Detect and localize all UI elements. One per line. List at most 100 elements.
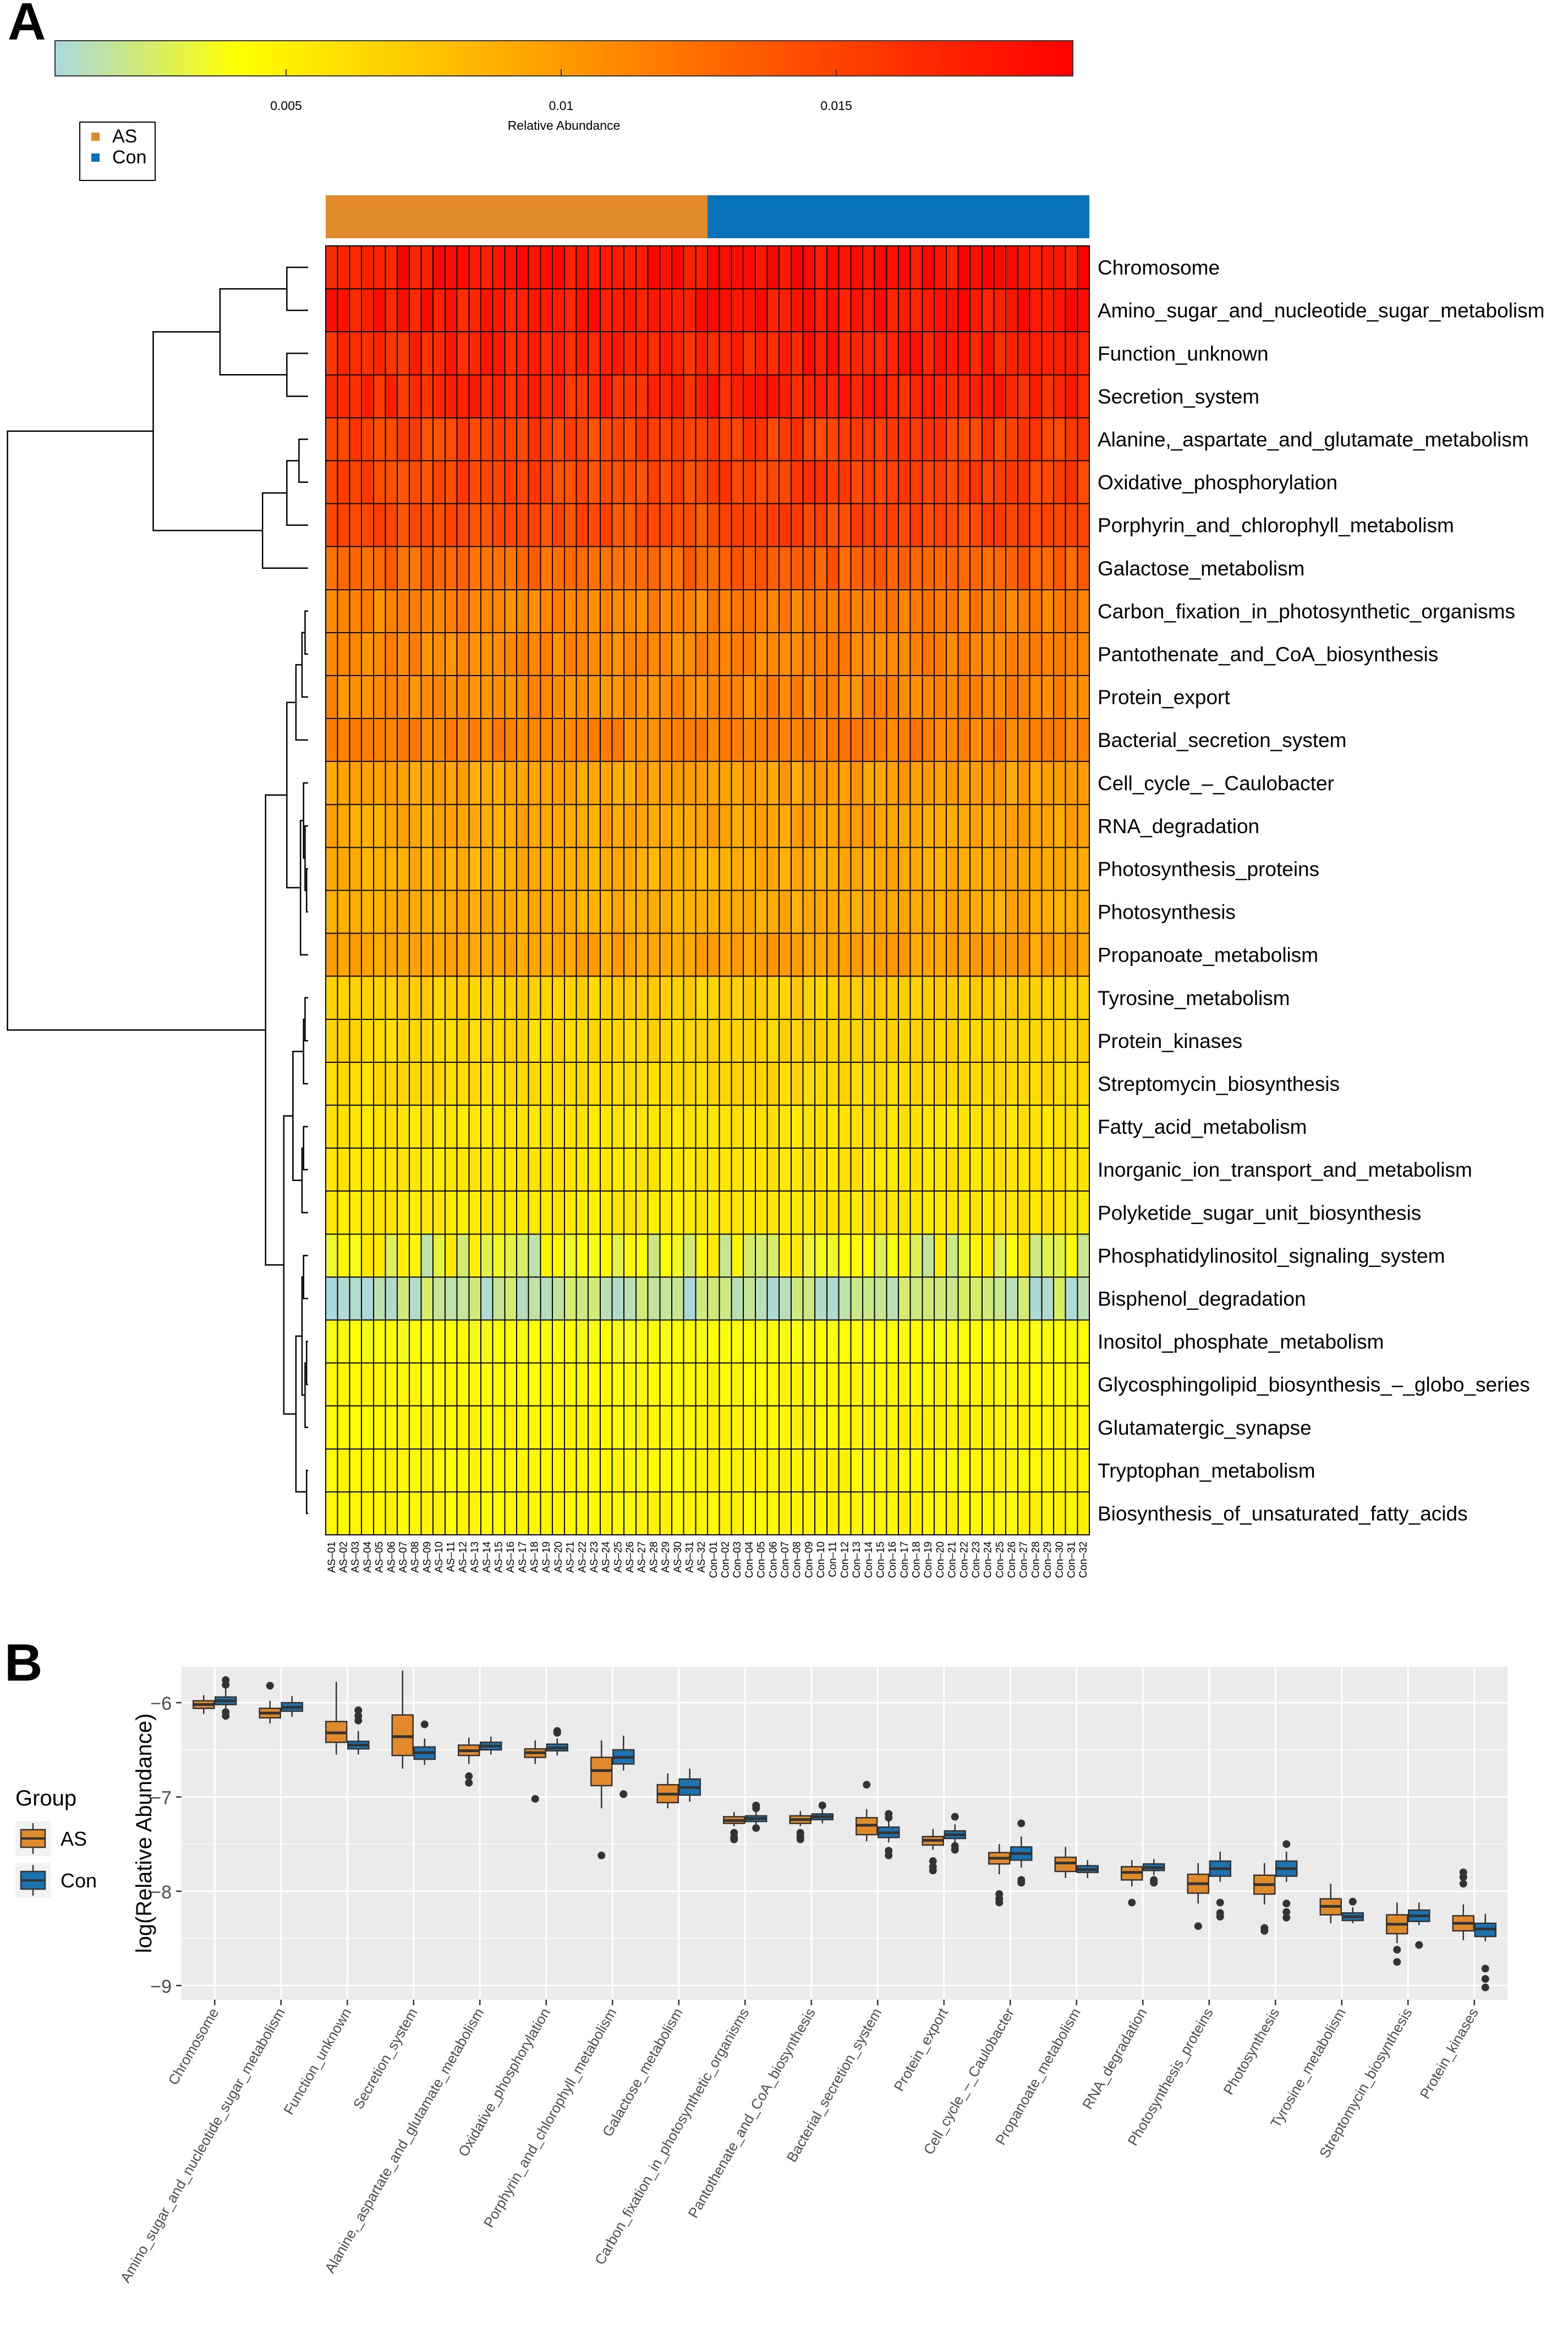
heatmap-cell xyxy=(743,288,756,333)
heatmap-cell xyxy=(898,331,911,376)
heatmap-cell xyxy=(659,675,672,720)
heatmap-cell xyxy=(826,288,840,333)
heatmap-cell xyxy=(588,675,601,720)
heatmap-cell xyxy=(540,975,553,1020)
heatmap-cell xyxy=(671,460,684,504)
heatmap-cell xyxy=(1065,589,1078,633)
heatmap-cell xyxy=(838,1405,852,1450)
heatmap-cell xyxy=(731,374,744,419)
heatmap-cell xyxy=(874,975,887,1020)
heatmap-cell xyxy=(1029,331,1043,376)
heatmap-cell xyxy=(957,589,971,633)
heatmap-cell xyxy=(731,288,744,333)
heatmap-cell xyxy=(468,245,481,290)
heatmap-cell xyxy=(945,1362,959,1407)
heatmap-cell xyxy=(922,804,935,848)
heatmap-cell xyxy=(1017,374,1030,419)
heatmap-cell xyxy=(492,632,506,677)
heatmap-cell xyxy=(969,1362,983,1407)
heatmap-cell xyxy=(731,1491,744,1535)
heatmap-cell xyxy=(671,1148,684,1192)
heatmap-cell xyxy=(683,1319,697,1364)
heatmap-cell xyxy=(1065,718,1078,762)
heatmap-cell xyxy=(802,890,816,934)
heatmap-cell xyxy=(385,288,398,333)
heatmap-cell xyxy=(397,1448,410,1492)
heatmap-cell xyxy=(683,1491,697,1535)
heatmap-cell xyxy=(1077,847,1090,891)
heatmap-cell xyxy=(611,675,625,720)
heatmap-cell xyxy=(361,1405,374,1450)
heatmap-cell xyxy=(909,890,923,934)
heatmap-cell xyxy=(361,632,374,677)
box-outlier xyxy=(995,1898,1004,1907)
heatmap-cell xyxy=(1005,417,1018,462)
heatmap-cell xyxy=(385,546,398,590)
column-label: Con–18 xyxy=(911,1541,923,1578)
heatmap-cell xyxy=(325,374,338,419)
column-label: AS–02 xyxy=(338,1541,350,1573)
heatmap-cell xyxy=(874,331,887,376)
heatmap-cell xyxy=(886,1018,899,1063)
column-label: Con–22 xyxy=(958,1541,970,1578)
heatmap-cell xyxy=(372,1405,386,1450)
heatmap-cell xyxy=(397,761,410,805)
dendrogram-branch xyxy=(298,438,308,483)
heatmap-cell xyxy=(934,1362,947,1407)
heatmap-cell xyxy=(349,890,363,934)
heatmap-cell xyxy=(874,460,887,504)
colorbar-bar xyxy=(54,40,1073,76)
heatmap-cell xyxy=(361,331,374,376)
heatmap-cell xyxy=(683,804,697,848)
heatmap xyxy=(325,245,1090,1535)
heatmap-cell xyxy=(588,1190,601,1235)
heatmap-cell xyxy=(695,1105,708,1149)
heatmap-cell xyxy=(922,718,935,762)
heatmap-cell xyxy=(408,1061,422,1106)
heatmap-cell xyxy=(647,1491,661,1535)
heatmap-cell xyxy=(814,1105,827,1149)
heatmap-cell xyxy=(719,1105,732,1149)
heatmap-cell xyxy=(802,632,816,677)
heatmap-cell xyxy=(659,1405,672,1450)
legend-a-swatch xyxy=(91,153,100,162)
heatmap-cell xyxy=(480,1233,494,1278)
heatmap-cell xyxy=(408,761,422,805)
heatmap-cell xyxy=(444,847,458,891)
heatmap-cell xyxy=(325,804,338,848)
heatmap-cell xyxy=(468,1061,481,1106)
heatmap-cell xyxy=(874,675,887,720)
heatmap-cell xyxy=(754,1319,768,1364)
heatmap-cell xyxy=(886,546,899,590)
heatmap-cell xyxy=(802,1362,816,1407)
heatmap-cell xyxy=(862,245,875,290)
heatmap-cell xyxy=(1065,1105,1078,1149)
heatmap-cell xyxy=(599,1276,613,1321)
heatmap-cell xyxy=(886,847,899,891)
heatmap-cell xyxy=(814,503,827,547)
heatmap-cell xyxy=(420,804,434,848)
heatmap-cell xyxy=(695,718,708,762)
heatmap-cell xyxy=(802,847,816,891)
heatmap-cell xyxy=(993,417,1007,462)
heatmap-cell xyxy=(1065,1276,1078,1321)
heatmap-cell xyxy=(993,932,1007,977)
heatmap-cell xyxy=(1017,718,1030,762)
heatmap-cell xyxy=(969,804,983,848)
heatmap-cell xyxy=(1052,245,1066,290)
box-outlier xyxy=(818,1801,826,1809)
heatmap-cell xyxy=(969,245,983,290)
heatmap-cell xyxy=(397,718,410,762)
heatmap-cell xyxy=(588,718,601,762)
heatmap-cell xyxy=(1077,718,1090,762)
heatmap-cell xyxy=(1005,632,1018,677)
box-outlier xyxy=(1393,1958,1401,1966)
heatmap-cell xyxy=(337,804,350,848)
heatmap-cell xyxy=(408,1362,422,1407)
column-label: AS–08 xyxy=(410,1541,421,1573)
heatmap-cell xyxy=(420,675,434,720)
heatmap-cell xyxy=(1005,374,1018,419)
heatmap-cell xyxy=(563,1105,577,1149)
heatmap-cell xyxy=(671,1405,684,1450)
heatmap-cell xyxy=(468,975,481,1020)
